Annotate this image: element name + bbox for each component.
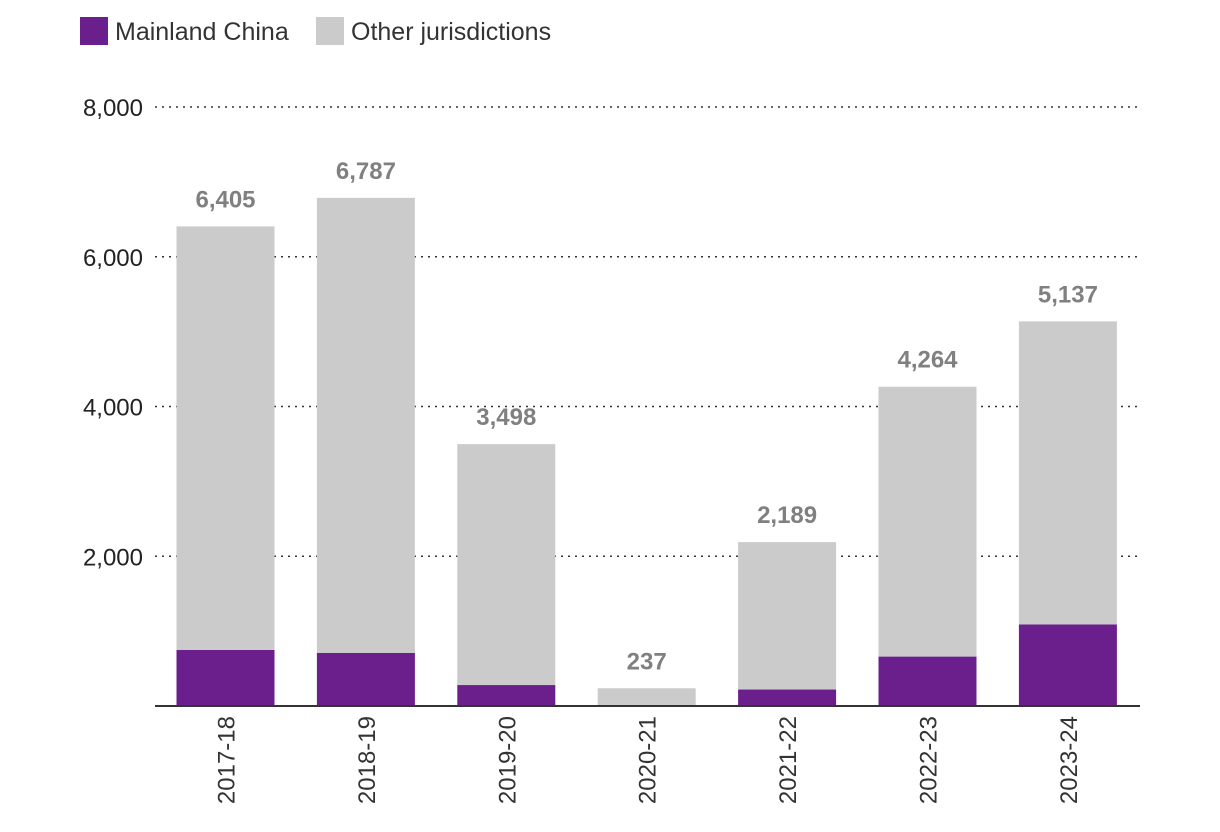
x-tick-label-2019-20: 2019-20: [494, 716, 521, 804]
y-tick-label-8000: 8,000: [83, 95, 143, 122]
x-tick-label-2022-23: 2022-23: [916, 716, 943, 804]
bar-2023-24-mainland-china: [1018, 624, 1117, 706]
x-tick-label-2021-22: 2021-22: [775, 716, 802, 804]
y-tick-label-2000: 2,000: [83, 544, 143, 571]
gridlines: [155, 106, 1140, 558]
x-tick-label-2017-18: 2017-18: [214, 716, 241, 804]
y-tick-label-4000: 4,000: [83, 395, 143, 422]
total-labels: 6,405 6,787 3,498 237 2,189 4,264 5,137: [195, 158, 1097, 675]
total-label-2021-22: 2,189: [757, 502, 817, 529]
y-axis: 2,000 4,000 6,000 8,000: [83, 95, 143, 571]
x-axis: 2017-18 2018-19 2019-20 2020-21 2021-22 2022-…: [155, 705, 1140, 804]
legend: Mainland China Other jurisdictions: [80, 17, 551, 46]
bar-2022-23-mainland-china: [878, 656, 977, 706]
total-label-2020-21: 237: [627, 648, 667, 675]
bar-2022-23-other-jurisdictions: [878, 386, 977, 657]
bar-2019-20-mainland-china: [457, 685, 556, 706]
legend-swatch-mainland-china: [80, 17, 108, 45]
total-label-2018-19: 6,787: [336, 158, 396, 185]
x-tick-label-2018-19: 2018-19: [354, 716, 381, 804]
bar-2019-20-other-jurisdictions: [457, 444, 556, 686]
bar-2021-22-other-jurisdictions: [738, 542, 837, 690]
bar-2018-19-mainland-china: [316, 652, 415, 706]
bar-2017-18-other-jurisdictions: [176, 226, 275, 650]
total-label-2022-23: 4,264: [897, 347, 958, 374]
y-tick-label-6000: 6,000: [83, 245, 143, 272]
bar-2023-24-other-jurisdictions: [1018, 321, 1117, 625]
total-label-2017-18: 6,405: [195, 186, 255, 213]
x-tick-label-2020-21: 2020-21: [635, 716, 662, 804]
bar-2021-22-mainland-china: [738, 689, 837, 706]
legend-label-mainland-china: Mainland China: [115, 18, 289, 46]
total-label-2019-20: 3,498: [476, 404, 536, 431]
x-tick-label-2023-24: 2023-24: [1056, 716, 1083, 804]
bar-2017-18-mainland-china: [176, 649, 275, 706]
bar-2020-21-other-jurisdictions: [597, 688, 696, 706]
bar-2018-19-other-jurisdictions: [316, 197, 415, 653]
legend-swatch-other-jurisdictions: [316, 17, 344, 45]
bars: [176, 197, 1117, 706]
legend-label-other-jurisdictions: Other jurisdictions: [351, 18, 551, 46]
total-label-2023-24: 5,137: [1038, 281, 1098, 308]
